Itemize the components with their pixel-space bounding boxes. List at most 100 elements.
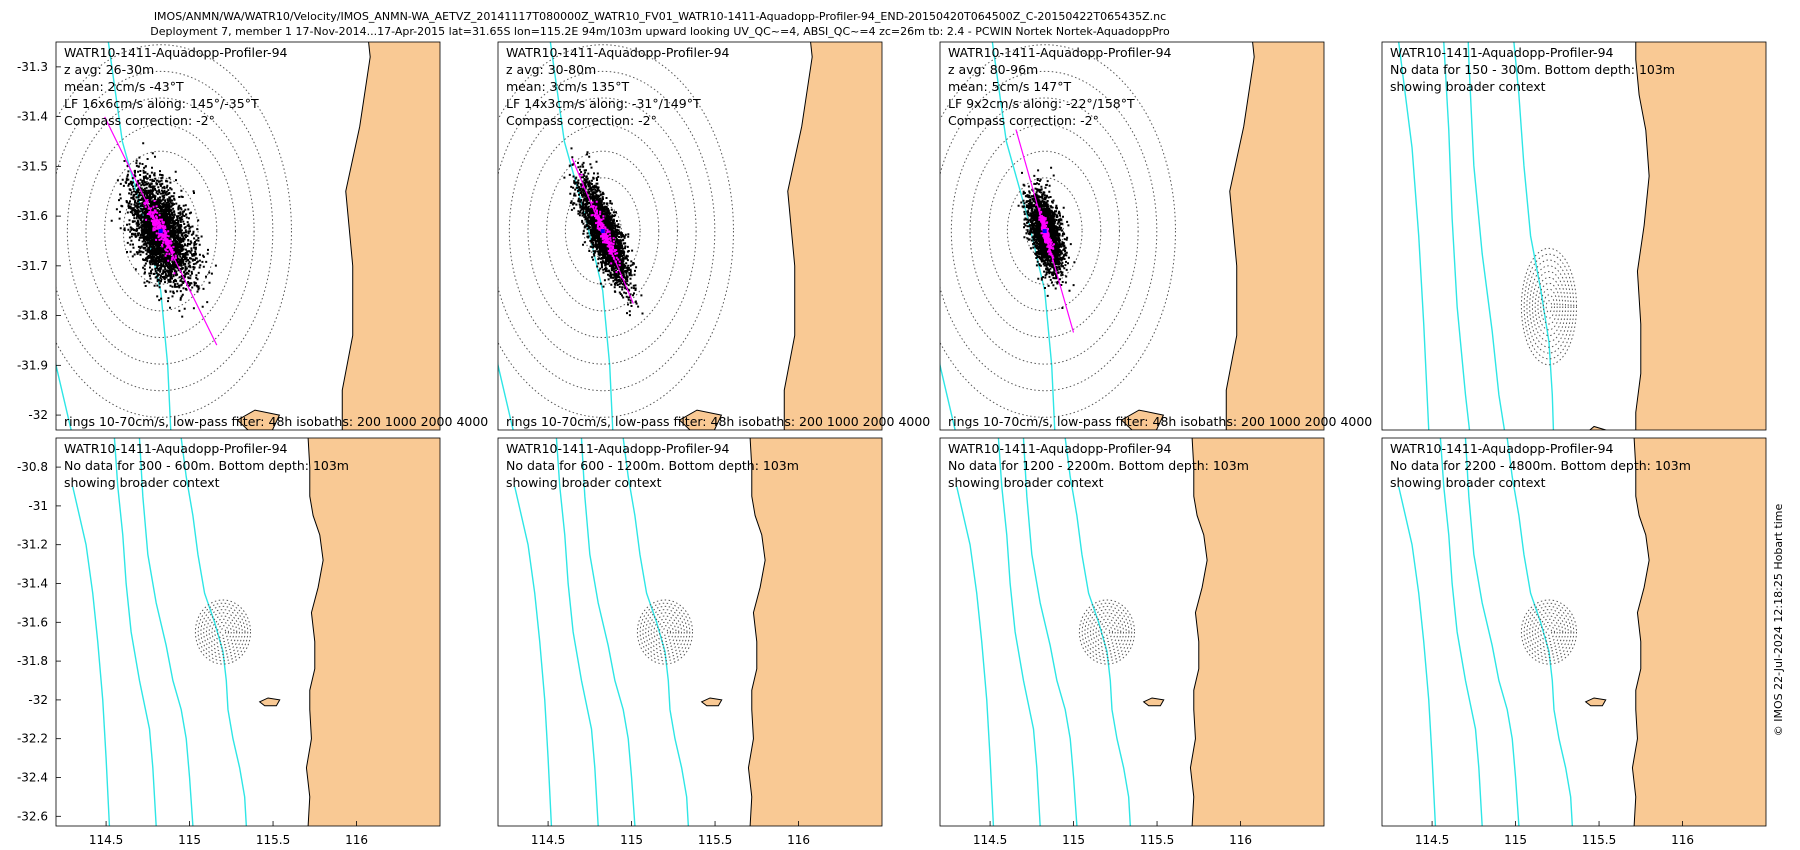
plot-area: [1398, 42, 1766, 430]
velocity-ring: [56, 44, 292, 418]
axes-frame: [1381, 437, 1767, 827]
isobath-line: [997, 438, 1041, 826]
velocity-ring: [1523, 253, 1575, 360]
velocity-ring: [203, 609, 243, 655]
velocity-ring: [940, 44, 1176, 418]
panel-p2: WATR10-1411-Aquadopp-Profiler-94 z avg: 3…: [497, 41, 930, 431]
panel-info-line: Compass correction: -2°: [948, 113, 1099, 128]
island: [258, 697, 281, 707]
panel-info-line: Compass correction: -2°: [64, 113, 215, 128]
plot-area: [56, 42, 440, 430]
velocity-ring: [1529, 609, 1569, 655]
velocity-ring: [508, 97, 697, 365]
land-area: [1226, 42, 1324, 430]
island: [1584, 697, 1607, 707]
x-tick-label: 116: [1229, 833, 1252, 847]
velocity-ring: [498, 70, 716, 392]
isobath-line: [138, 438, 194, 826]
coastline: [1631, 438, 1650, 826]
velocity-ring: [583, 203, 622, 259]
isobath-line: [1443, 42, 1471, 430]
y-tick-label: -31.6: [17, 209, 48, 223]
coastline: [1225, 42, 1255, 430]
y-tick-label: -31.4: [17, 110, 48, 124]
x-tick-label: 115: [178, 833, 201, 847]
panel-info-line: showing broader context: [948, 475, 1104, 490]
velocity-ring: [1540, 288, 1558, 325]
y-tick-label: -31.4: [17, 577, 48, 591]
y-tick-label: -32.6: [17, 809, 48, 823]
panel-footer-text: rings 10-70cm/s, low-pass filter: 48h is…: [948, 414, 1372, 429]
velocity-ring: [1523, 602, 1575, 662]
x-tick-label: 115.5: [1140, 833, 1174, 847]
x-tick-label: 115: [620, 833, 643, 847]
y-tick-label: -31.3: [17, 60, 48, 74]
velocity-ring: [1526, 259, 1572, 354]
velocity-ring: [1534, 276, 1564, 337]
land-area: [1190, 438, 1324, 826]
panel-info-line: z avg: 26-30m: [64, 62, 154, 77]
isobath-line: [555, 438, 599, 826]
land-area: [1635, 42, 1766, 430]
island: [678, 409, 723, 430]
isobath-line: [107, 42, 172, 430]
isobath-line: [580, 438, 636, 826]
velocity-ring: [1100, 625, 1113, 639]
velocity-ring: [1520, 247, 1578, 366]
y-tick-label: -30.8: [17, 460, 48, 474]
isobath-line: [1464, 438, 1520, 826]
velocity-ring: [1545, 300, 1553, 313]
velocity-ring: [1098, 621, 1116, 643]
panel-info-line: showing broader context: [1390, 475, 1546, 490]
velocity-ring: [104, 150, 218, 312]
panel-info-line: showing broader context: [1390, 79, 1546, 94]
island: [700, 697, 723, 707]
plot-area: [498, 42, 882, 430]
velocity-ring: [636, 599, 694, 665]
axes-frame: [939, 437, 1325, 827]
velocity-ring: [66, 97, 255, 365]
coastline: [783, 42, 813, 430]
x-tick-label: 114.5: [973, 833, 1007, 847]
isobath-line: [514, 486, 553, 826]
panel-p8: 114.5 115 115.5 116 WATR10-1411-Aquadopp-Pro…: [1381, 437, 1767, 847]
panel-title: WATR10-1411-Aquadopp-Profiler-94: [506, 45, 730, 60]
panel-info-line: mean: 3cm/s 135°T: [506, 79, 629, 94]
panel-info-line: No data for 300 - 600m. Bottom depth: 10…: [64, 458, 349, 473]
panel-info-line: No data for 2200 - 4800m. Bottom depth: …: [1390, 458, 1691, 473]
velocity-ring: [216, 625, 229, 639]
panel-info-line: LF 9x2cm/s along: -22°/158°T: [948, 96, 1135, 111]
velocity-ring: [1084, 605, 1130, 659]
panel-info-line: LF 16x6cm/s along: 145°/-35°T: [64, 96, 259, 111]
velocity-ring: [1025, 203, 1064, 259]
land-area: [748, 438, 882, 826]
panel-info-line: No data for 150 - 300m. Bottom depth: 10…: [1390, 62, 1675, 77]
velocity-ring: [546, 150, 660, 312]
panel-info-line: No data for 600 - 1200m. Bottom depth: 1…: [506, 458, 799, 473]
x-tick-label: 114.5: [531, 833, 565, 847]
axes-frame: [55, 437, 441, 827]
panel-footer-text: rings 10-70cm/s, low-pass filter: 48h is…: [506, 414, 930, 429]
panel-p5: -30.8 -31 -31.2 -31.4 -31.6 -31.8 -32 -32.2 -32.…: [17, 437, 441, 847]
isobath-line: [956, 486, 995, 826]
velocity-ring: [647, 612, 682, 652]
axes-frame: [939, 41, 1325, 431]
velocity-ring: [1092, 615, 1122, 649]
panel-footer-text: rings 10-70cm/s, low-pass filter: 48h is…: [64, 414, 488, 429]
velocity-ring: [85, 124, 236, 338]
y-tick-label: -31.5: [17, 159, 48, 173]
y-tick-label: -31.8: [17, 309, 48, 323]
isobath-line: [1467, 42, 1506, 430]
land-area: [306, 438, 440, 826]
island: [1142, 697, 1165, 707]
velocity-ring: [56, 70, 274, 392]
velocity-ring: [1078, 599, 1136, 665]
mean-velocity-marker: [1042, 229, 1047, 234]
panel-info-line: mean: 5cm/s 147°T: [948, 79, 1071, 94]
isobath-line: [180, 438, 248, 826]
y-tick-label: -32.4: [17, 771, 48, 785]
island: [1589, 425, 1607, 430]
velocity-ring: [208, 615, 238, 649]
x-tick-label: 115: [1062, 833, 1085, 847]
velocity-ring: [1103, 628, 1111, 636]
